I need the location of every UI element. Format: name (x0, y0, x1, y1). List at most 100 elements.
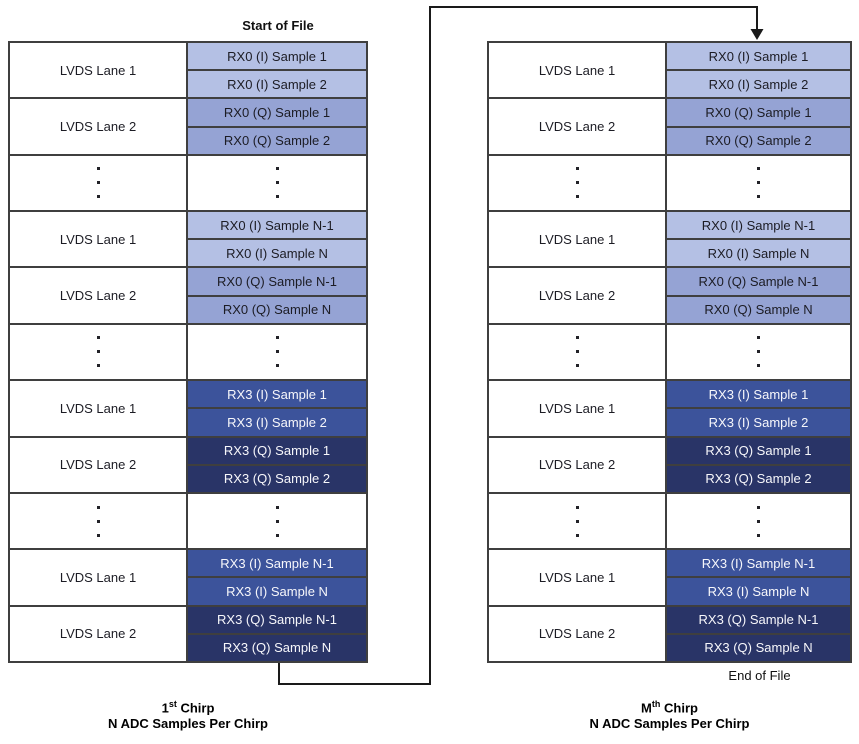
lane-row: LVDS Lane 2 RX3 (Q) Sample N-1 RX3 (Q) Sam… (10, 604, 366, 661)
ellipsis-dot (575, 364, 579, 368)
sample-column: RX3 (I) Sample 1 RX3 (I) Sample 2 (188, 381, 366, 436)
ellipsis-dot (96, 336, 100, 340)
sample-cell: RX3 (I) Sample N-1 (667, 550, 850, 577)
first-chirp-caption-line1: 1st Chirp (8, 696, 368, 716)
lane-row: LVDS Lane 2 RX0 (Q) Sample 1 RX0 (Q) Sampl… (10, 97, 366, 154)
lane-row: LVDS Lane 2 RX0 (Q) Sample N-1 RX0 (Q) Sam… (489, 266, 850, 323)
ellipsis-dot (757, 195, 760, 199)
sample-cell: RX0 (Q) Sample N (188, 294, 366, 323)
vertical-ellipsis (667, 155, 850, 211)
ellipsis-dot (275, 505, 279, 509)
vertical-ellipsis (489, 155, 667, 211)
sample-cell: RX3 (Q) Sample 2 (667, 463, 850, 492)
sample-column: RX0 (I) Sample 1 RX0 (I) Sample 2 (188, 43, 366, 98)
sample-cell: RX0 (I) Sample N (188, 238, 366, 267)
ellipsis-dot (575, 505, 579, 509)
ellipsis-dot (275, 167, 279, 171)
sample-cell: RX3 (I) Sample N-1 (188, 550, 366, 577)
first-chirp-caption-line2: N ADC Samples Per Chirp (108, 716, 268, 732)
mth-chirp-table: LVDS Lane 1 RX0 (I) Sample 1 RX0 (I) Sampl… (487, 41, 852, 732)
sample-column: RX0 (Q) Sample N-1 RX0 (Q) Sample N (188, 268, 366, 323)
vertical-ellipsis (489, 493, 667, 549)
sample-column: RX0 (Q) Sample 1 RX0 (Q) Sample 2 (667, 99, 850, 154)
vertical-ellipsis (188, 155, 366, 211)
sample-column: RX3 (Q) Sample N-1 RX3 (Q) Sample N (188, 606, 366, 661)
ellipsis-dot (275, 533, 279, 537)
ellipsis-dot (757, 533, 760, 537)
ellipsis-dot (575, 519, 579, 523)
lane-label: LVDS Lane 2 (489, 268, 667, 323)
lane-row: LVDS Lane 2 RX3 (Q) Sample 1 RX3 (Q) Sampl… (489, 435, 850, 492)
ellipsis-dot (757, 336, 760, 340)
ellipsis-row (489, 153, 850, 211)
ellipsis-dot (96, 167, 100, 171)
ellipsis-dot (575, 167, 579, 171)
lane-label: LVDS Lane 2 (10, 268, 188, 323)
lane-label: LVDS Lane 1 (10, 212, 188, 267)
ellipsis-row (10, 322, 366, 380)
sample-cell: RX3 (I) Sample 2 (667, 407, 850, 436)
chirp-ordinal: M (641, 700, 652, 716)
sample-cell: RX0 (I) Sample N (667, 238, 850, 267)
chirp-ordinal: 1 (161, 700, 169, 716)
ellipsis-row (489, 491, 850, 549)
ellipsis-dot (96, 350, 100, 354)
sample-cell: RX0 (Q) Sample 2 (667, 125, 850, 154)
lane-row: LVDS Lane 2 RX0 (Q) Sample 1 RX0 (Q) Sampl… (489, 97, 850, 154)
sample-column: RX3 (I) Sample 1 RX3 (I) Sample 2 (667, 381, 850, 436)
sample-cell: RX0 (Q) Sample 2 (188, 125, 366, 154)
sample-cell: RX3 (Q) Sample 1 (667, 437, 850, 464)
lane-label: LVDS Lane 2 (489, 606, 667, 661)
ellipsis-dot (275, 195, 279, 199)
sample-column: RX3 (Q) Sample 1 RX3 (Q) Sample 2 (188, 437, 366, 492)
sample-cell: RX0 (Q) Sample N-1 (188, 268, 366, 295)
sample-cell: RX0 (Q) Sample 1 (188, 99, 366, 126)
lane-label: LVDS Lane 1 (10, 43, 188, 98)
ellipsis-row (489, 322, 850, 380)
mth-chirp-grid: LVDS Lane 1 RX0 (I) Sample 1 RX0 (I) Sampl… (487, 41, 852, 663)
vertical-ellipsis (667, 493, 850, 549)
lane-row: LVDS Lane 1 RX0 (I) Sample 1 RX0 (I) Sampl… (10, 43, 366, 98)
sample-column: RX0 (I) Sample 1 RX0 (I) Sample 2 (667, 43, 850, 98)
sample-cell: RX0 (I) Sample 2 (188, 69, 366, 98)
sample-cell: RX3 (Q) Sample N-1 (188, 606, 366, 633)
ellipsis-dot (96, 505, 100, 509)
ellipsis-dot (96, 533, 100, 537)
ellipsis-row (10, 491, 366, 549)
lane-row: LVDS Lane 1 RX0 (I) Sample N-1 RX0 (I) Sam… (489, 210, 850, 267)
lane-label: LVDS Lane 2 (10, 606, 188, 661)
sample-cell: RX0 (I) Sample 1 (188, 43, 366, 70)
sample-cell: RX3 (Q) Sample N (667, 632, 850, 661)
chirp-word: Chirp (176, 700, 215, 716)
lane-label: LVDS Lane 1 (489, 550, 667, 605)
sample-column: RX0 (Q) Sample 1 RX0 (Q) Sample 2 (188, 99, 366, 154)
first-chirp-caption: 1st Chirp N ADC Samples Per Chirp (8, 696, 368, 732)
lane-row: LVDS Lane 1 RX0 (I) Sample N-1 RX0 (I) Sam… (10, 210, 366, 267)
ellipsis-dot (96, 519, 100, 523)
ellipsis-dot (575, 350, 579, 354)
sample-cell: RX3 (I) Sample N (188, 576, 366, 605)
sample-cell: RX0 (Q) Sample N-1 (667, 268, 850, 295)
mth-chirp-caption-line2: N ADC Samples Per Chirp (589, 716, 750, 732)
lane-label: LVDS Lane 1 (10, 381, 188, 436)
sample-cell: RX3 (I) Sample 1 (188, 381, 366, 408)
sample-cell: RX0 (I) Sample 1 (667, 43, 850, 70)
lane-row: LVDS Lane 2 RX3 (Q) Sample N-1 RX3 (Q) Sam… (489, 604, 850, 661)
lane-row: LVDS Lane 1 RX3 (I) Sample 1 RX3 (I) Sampl… (489, 379, 850, 436)
first-chirp-table: LVDS Lane 1 RX0 (I) Sample 1 RX0 (I) Sampl… (8, 41, 368, 732)
sample-cell: RX0 (I) Sample N-1 (188, 212, 366, 239)
ellipsis-dot (275, 336, 279, 340)
ellipsis-dot (275, 364, 279, 368)
lane-row: LVDS Lane 1 RX0 (I) Sample 1 RX0 (I) Sampl… (489, 43, 850, 98)
sample-column: RX3 (I) Sample N-1 RX3 (I) Sample N (667, 550, 850, 605)
sample-cell: RX3 (Q) Sample 2 (188, 463, 366, 492)
sample-cell: RX0 (I) Sample N-1 (667, 212, 850, 239)
vertical-ellipsis (188, 493, 366, 549)
sample-cell: RX3 (I) Sample 1 (667, 381, 850, 408)
lane-label: LVDS Lane 2 (10, 437, 188, 492)
vertical-ellipsis (10, 324, 188, 380)
ellipsis-dot (757, 519, 760, 523)
ellipsis-dot (757, 505, 760, 509)
lane-label: LVDS Lane 2 (10, 99, 188, 154)
ellipsis-dot (275, 519, 279, 523)
